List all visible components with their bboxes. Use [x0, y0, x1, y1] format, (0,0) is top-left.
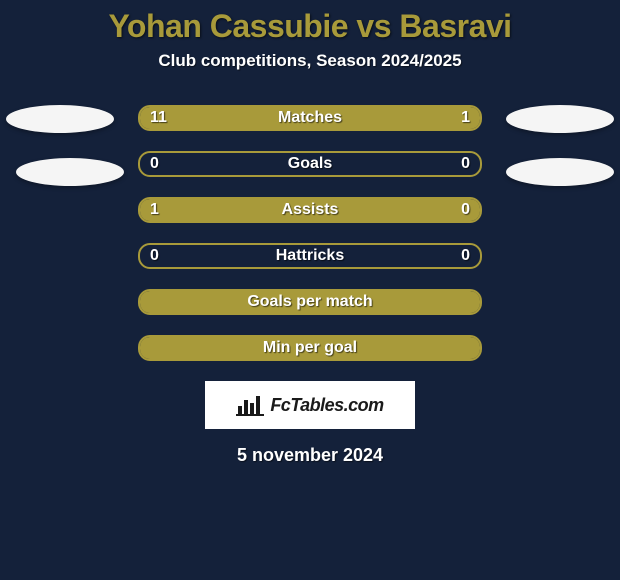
player-right-avatar-placeholder-1 [506, 105, 614, 133]
date-label: 5 november 2024 [10, 445, 610, 466]
stat-row-assists: 1 Assists 0 [138, 197, 482, 223]
stat-row-goals-per-match: Goals per match [138, 289, 482, 315]
stat-row-goals: 0 Goals 0 [138, 151, 482, 177]
stat-label: Goals [140, 153, 480, 175]
subtitle: Club competitions, Season 2024/2025 [0, 51, 620, 71]
page-title: Yohan Cassubie vs Basravi [0, 0, 620, 45]
stat-right-value: 0 [461, 199, 470, 221]
player-left-avatar-placeholder-1 [6, 105, 114, 133]
stat-label: Goals per match [140, 291, 480, 313]
comparison-chart: 11 Matches 1 0 Goals 0 1 Assists 0 0 Hat… [0, 105, 620, 466]
stat-label: Assists [140, 199, 480, 221]
stat-right-value: 0 [461, 245, 470, 267]
stat-row-hattricks: 0 Hattricks 0 [138, 243, 482, 269]
stat-label: Matches [140, 107, 480, 129]
stat-right-value: 1 [461, 107, 470, 129]
stat-label: Hattricks [140, 245, 480, 267]
bar-chart-icon [236, 394, 264, 416]
player-right-avatar-placeholder-2 [506, 158, 614, 186]
player-left-avatar-placeholder-2 [16, 158, 124, 186]
stat-right-value: 0 [461, 153, 470, 175]
logo-text: FcTables.com [270, 395, 383, 416]
stat-row-matches: 11 Matches 1 [138, 105, 482, 131]
stat-row-min-per-goal: Min per goal [138, 335, 482, 361]
logo-box: FcTables.com [205, 381, 415, 429]
stat-label: Min per goal [140, 337, 480, 359]
stat-bars: 11 Matches 1 0 Goals 0 1 Assists 0 0 Hat… [138, 105, 482, 361]
